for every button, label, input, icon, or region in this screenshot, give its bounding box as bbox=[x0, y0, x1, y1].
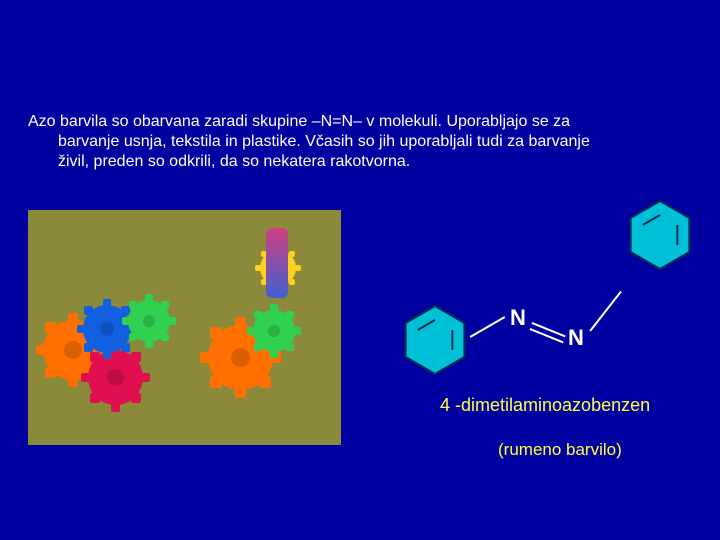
gear-shape bbox=[88, 350, 143, 405]
gear-shape bbox=[83, 305, 131, 353]
bond-line bbox=[470, 316, 505, 337]
nitrogen-label-1: N bbox=[510, 305, 526, 331]
bond-line bbox=[530, 328, 564, 343]
bond-line bbox=[589, 291, 621, 331]
gear-shape bbox=[128, 300, 170, 342]
gear-shape bbox=[253, 310, 295, 352]
text-line-2: barvanje usnja, tekstila in plastike. Vč… bbox=[28, 132, 692, 152]
text-line-3: živil, preden so odkrili, da so nekatera… bbox=[28, 152, 692, 172]
nitrogen-label-2: N bbox=[568, 325, 584, 351]
toy-figure bbox=[266, 228, 288, 298]
gear-toy-image bbox=[28, 210, 341, 445]
benzene-ring-left bbox=[400, 300, 470, 380]
compound-name: 4 -dimetilaminoazobenzen bbox=[440, 395, 650, 416]
benzene-ring-right bbox=[625, 195, 695, 275]
body-text: Azo barvila so obarvana zaradi skupine –… bbox=[28, 112, 692, 172]
color-label: (rumeno barvilo) bbox=[498, 440, 622, 460]
molecule-diagram: N N bbox=[400, 210, 700, 380]
text-line-1: Azo barvila so obarvana zaradi skupine –… bbox=[28, 113, 570, 130]
gear-base bbox=[203, 395, 323, 430]
